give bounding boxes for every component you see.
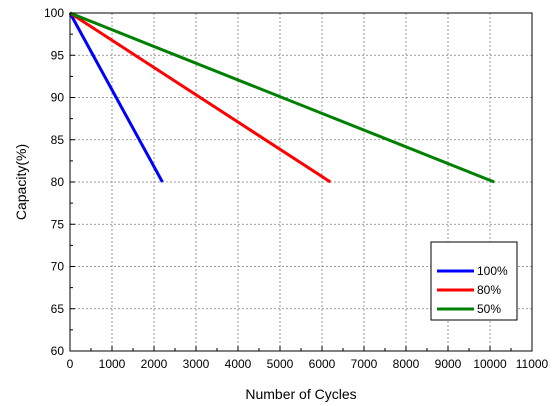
x-tick-label: 9000: [435, 357, 462, 371]
axis-ticks: 0 1000 2000 3000 4000 5000 6000 7000 8000 9000 100…: [44, 6, 549, 371]
x-tick-label: 7000: [351, 357, 378, 371]
y-tick-label: 70: [51, 260, 65, 274]
x-tick-label: 0: [67, 357, 74, 371]
series-line-50-percent: [69, 11, 495, 184]
y-axis-title: Capacity(%): [13, 144, 29, 220]
x-tick-label: 8000: [393, 357, 420, 371]
y-tick-label: 65: [51, 302, 65, 316]
y-tick-label: 60: [51, 344, 65, 358]
x-tick-label: 4000: [225, 357, 252, 371]
series-line-100-percent: [68, 12, 164, 183]
x-tick-label: 5000: [267, 357, 294, 371]
plot-series: [68, 11, 495, 184]
legend-label: 50%: [477, 302, 501, 316]
series-line-80-percent: [69, 11, 332, 184]
legend-label: 100%: [477, 264, 508, 278]
y-tick-label: 95: [51, 48, 65, 62]
legend-box: [430, 241, 518, 321]
x-tick-label: 2000: [141, 357, 168, 371]
x-tick-label: 10000: [473, 357, 507, 371]
x-tick-label: 1000: [99, 357, 126, 371]
legend: 100% 80% 50%: [430, 241, 518, 321]
x-tick-label: 6000: [309, 357, 336, 371]
y-tick-label: 90: [51, 91, 65, 105]
y-tick-label: 80: [51, 175, 65, 189]
x-tick-label: 11000: [516, 357, 549, 371]
x-axis-title: Number of Cycles: [245, 386, 356, 402]
x-tick-label: 3000: [183, 357, 210, 371]
y-tick-label: 100: [44, 6, 64, 20]
legend-label: 80%: [477, 283, 501, 297]
y-tick-label: 75: [51, 217, 65, 231]
y-tick-label: 85: [51, 133, 65, 147]
